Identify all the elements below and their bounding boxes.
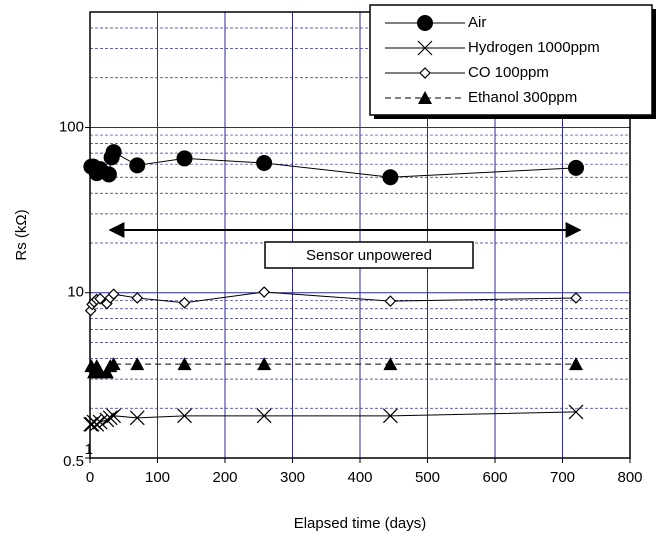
legend-marker	[418, 91, 432, 104]
x-tick-label: 300	[280, 469, 305, 486]
x-tick-label: 200	[212, 469, 237, 486]
series-line	[90, 291, 577, 311]
x-tick-label: 500	[415, 469, 440, 486]
data-point	[99, 412, 115, 428]
data-point	[257, 357, 272, 371]
data-point	[569, 357, 583, 371]
plot-frame	[89, 11, 631, 459]
legend-marker	[417, 15, 433, 31]
data-point	[256, 154, 273, 171]
legend-marker	[417, 40, 433, 56]
data-point	[178, 296, 191, 309]
y-tick-label: 100	[59, 118, 84, 135]
y-tick-label: 10	[67, 284, 84, 301]
data-point	[106, 357, 121, 371]
data-point	[94, 292, 106, 305]
y-bottom-label: 0.5	[63, 453, 84, 470]
data-point	[131, 292, 144, 304]
data-point	[568, 159, 584, 176]
data-point	[176, 150, 193, 167]
data-point	[177, 408, 192, 424]
data-point	[130, 357, 145, 371]
x-tick-label: 100	[145, 469, 170, 486]
annotation-box	[264, 241, 474, 269]
data-point	[89, 416, 105, 432]
data-point	[107, 288, 120, 301]
legend-label: CO 100ppm	[468, 64, 549, 81]
data-point	[258, 286, 270, 298]
data-point	[382, 169, 399, 186]
data-point	[106, 408, 122, 424]
x-tick-label: 800	[617, 469, 642, 486]
y-axis-label: Rs (kΩ)	[13, 209, 30, 260]
data-point	[102, 410, 118, 426]
x-tick-label: 0	[86, 469, 94, 486]
series-line	[91, 151, 577, 178]
data-point	[384, 295, 397, 307]
legend-marker	[419, 67, 431, 79]
data-point	[177, 357, 192, 371]
data-point	[568, 404, 584, 420]
y-tick-label: 1	[85, 441, 93, 458]
data-point	[105, 144, 122, 161]
data-point	[383, 357, 398, 371]
data-point	[100, 166, 117, 183]
data-point	[83, 416, 99, 432]
x-tick-label: 400	[347, 469, 372, 486]
legend-label: Hydrogen 1000ppm	[468, 39, 600, 56]
legend-label: Air	[468, 14, 486, 31]
legend-label: Ethanol 300ppm	[468, 89, 577, 106]
data-point	[382, 408, 398, 424]
data-point	[256, 408, 272, 424]
series-line	[90, 411, 577, 425]
data-point	[129, 410, 145, 426]
data-point	[129, 157, 146, 174]
annotation: Sensor unpowered	[306, 247, 432, 264]
series-line	[90, 363, 576, 374]
data-point	[570, 292, 582, 304]
x-tick-label: 600	[482, 469, 507, 486]
x-tick-label: 700	[550, 469, 575, 486]
x-axis-label: Elapsed time (days)	[294, 515, 427, 532]
